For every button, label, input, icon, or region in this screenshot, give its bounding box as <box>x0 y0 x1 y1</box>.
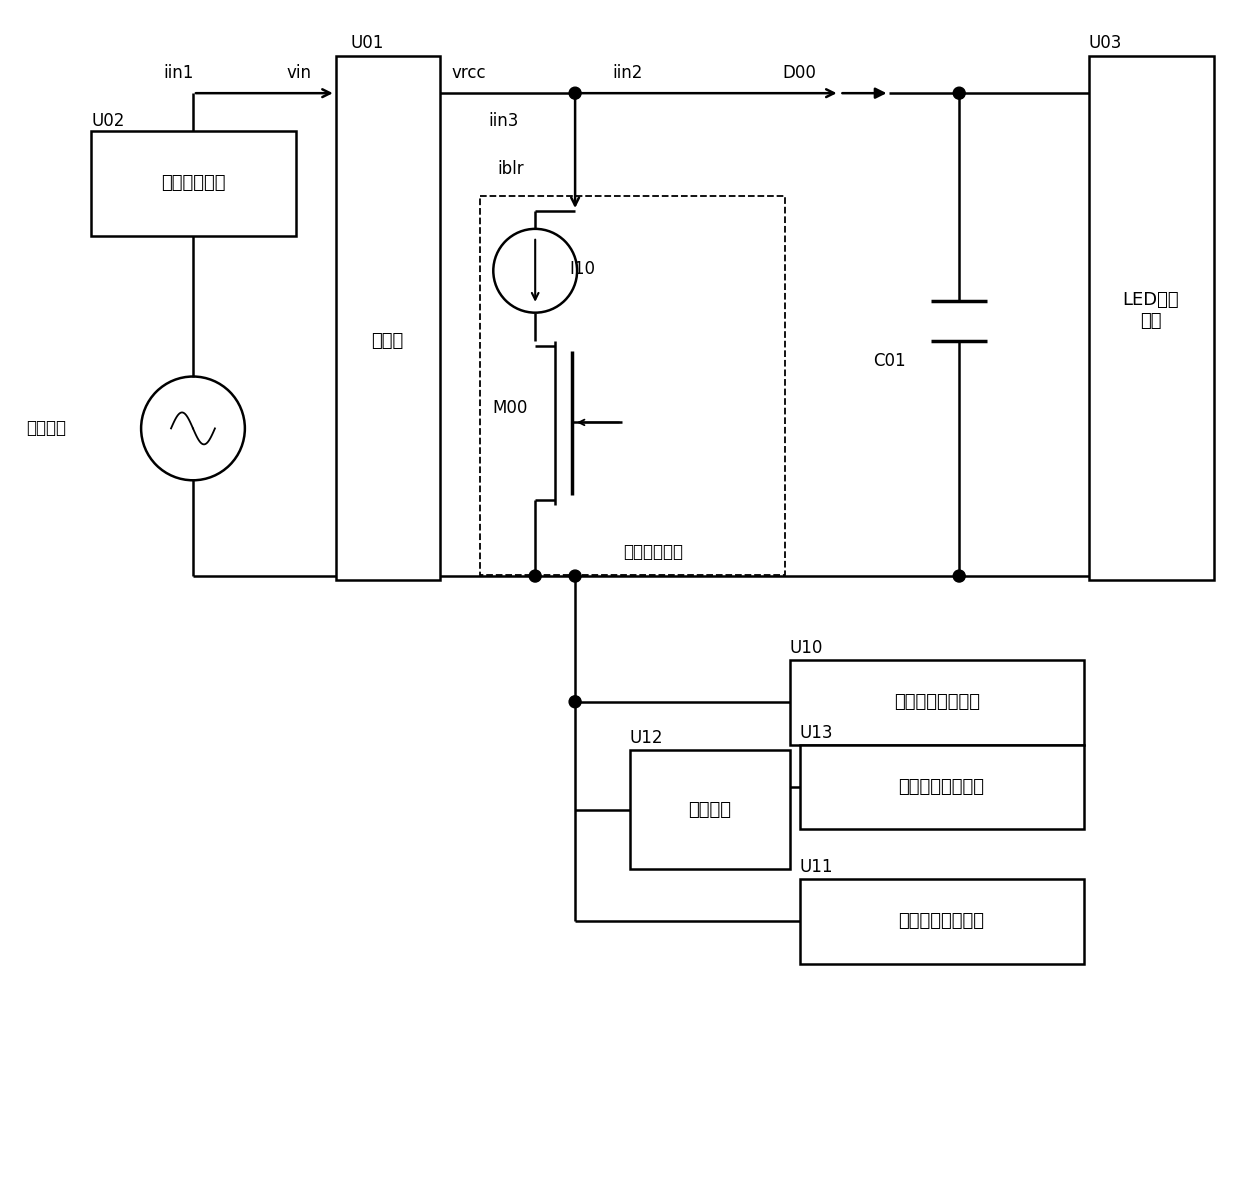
Text: LED驱动
电路: LED驱动 电路 <box>1122 291 1179 330</box>
Circle shape <box>954 570 965 582</box>
Text: D00: D00 <box>782 64 816 82</box>
Text: 逻辑电路: 逻辑电路 <box>688 800 732 818</box>
Text: I10: I10 <box>569 260 595 278</box>
Text: U13: U13 <box>800 724 833 742</box>
Text: 交流输入: 交流输入 <box>26 420 66 438</box>
FancyBboxPatch shape <box>92 131 296 236</box>
Text: U02: U02 <box>92 112 124 130</box>
Circle shape <box>569 87 582 99</box>
Text: 电流调节电路: 电流调节电路 <box>622 543 683 561</box>
Text: 整流桥: 整流桥 <box>372 332 404 350</box>
Text: iblr: iblr <box>497 160 523 178</box>
Text: C01: C01 <box>873 351 905 369</box>
Text: U12: U12 <box>630 729 663 747</box>
Text: 可控硬调光器: 可控硬调光器 <box>161 174 226 192</box>
Text: vin: vin <box>286 64 311 82</box>
FancyBboxPatch shape <box>1089 57 1214 580</box>
Text: U01: U01 <box>351 35 384 52</box>
Text: U03: U03 <box>1089 35 1122 52</box>
Text: iin2: iin2 <box>613 64 644 82</box>
FancyBboxPatch shape <box>800 745 1084 830</box>
Text: M00: M00 <box>492 399 528 417</box>
Text: iin1: iin1 <box>164 64 195 82</box>
FancyBboxPatch shape <box>800 879 1084 964</box>
FancyBboxPatch shape <box>480 196 785 575</box>
Circle shape <box>529 570 541 582</box>
Circle shape <box>569 695 582 707</box>
Text: U10: U10 <box>790 639 823 657</box>
Text: U11: U11 <box>800 859 833 876</box>
Text: 负载电流检测电路: 负载电流检测电路 <box>898 912 985 930</box>
FancyBboxPatch shape <box>630 749 790 870</box>
Text: 输入电压检测电路: 输入电压检测电路 <box>894 693 981 711</box>
Text: 泄放电流检测电路: 泄放电流检测电路 <box>898 777 985 795</box>
Circle shape <box>954 87 965 99</box>
Text: vrcc: vrcc <box>451 64 486 82</box>
Circle shape <box>569 570 582 582</box>
FancyBboxPatch shape <box>790 660 1084 745</box>
FancyBboxPatch shape <box>336 57 440 580</box>
Text: iin3: iin3 <box>489 112 518 130</box>
